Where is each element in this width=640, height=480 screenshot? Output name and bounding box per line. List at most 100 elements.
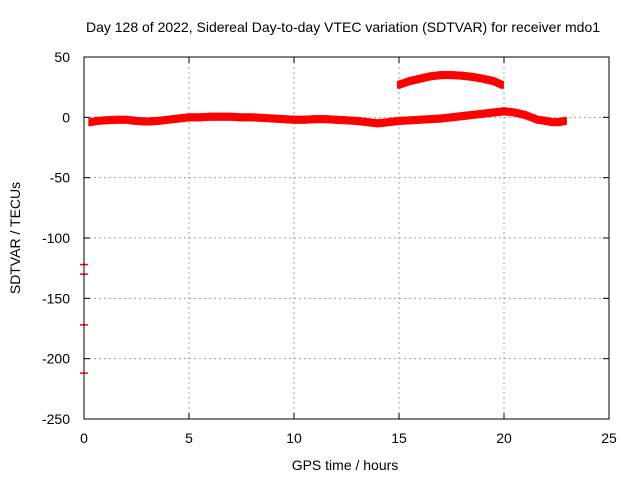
data-point xyxy=(111,115,116,124)
data-point xyxy=(376,119,380,128)
data-point xyxy=(338,115,343,124)
data-point xyxy=(180,114,185,123)
data-point xyxy=(508,108,513,117)
data-point xyxy=(226,112,231,121)
series-upper-arc xyxy=(397,71,504,89)
data-point xyxy=(487,108,492,117)
data-point xyxy=(493,108,498,117)
data-point xyxy=(308,115,313,124)
y-tick-label: 50 xyxy=(54,49,70,65)
data-point xyxy=(472,73,477,82)
data-point xyxy=(283,115,288,124)
data-point xyxy=(497,79,502,88)
data-point xyxy=(436,114,441,123)
data-point xyxy=(432,114,437,123)
data-point xyxy=(298,115,303,124)
data-point xyxy=(161,116,166,125)
data-point xyxy=(310,115,315,124)
data-point xyxy=(201,113,206,122)
data-point xyxy=(397,80,401,89)
data-point xyxy=(474,110,479,119)
data-point xyxy=(466,72,471,81)
data-point xyxy=(483,109,488,118)
data-point xyxy=(529,113,534,122)
data-point xyxy=(237,113,242,122)
data-point xyxy=(418,115,422,124)
data-point xyxy=(514,108,519,117)
data-point xyxy=(415,115,420,124)
data-point xyxy=(506,107,511,116)
data-point xyxy=(369,118,374,127)
x-axis-label: GPS time / hours xyxy=(292,457,399,473)
data-point xyxy=(224,112,229,121)
data-point xyxy=(495,108,500,117)
data-point xyxy=(187,113,191,122)
data-point xyxy=(88,118,93,127)
data-point xyxy=(474,73,479,82)
data-point xyxy=(136,117,141,126)
data-point xyxy=(407,116,412,125)
data-point xyxy=(405,116,410,125)
data-point xyxy=(382,118,387,127)
data-point xyxy=(443,114,448,123)
data-point xyxy=(470,72,475,81)
data-point xyxy=(426,115,431,124)
data-point xyxy=(231,112,236,121)
data-point xyxy=(544,116,548,125)
data-point xyxy=(126,115,131,124)
data-point xyxy=(434,71,439,80)
data-point xyxy=(189,113,194,122)
data-point xyxy=(483,75,488,84)
data-point xyxy=(558,117,563,126)
data-point xyxy=(212,112,217,121)
data-point xyxy=(342,116,347,125)
data-point xyxy=(413,115,418,124)
data-point xyxy=(363,117,368,126)
data-point xyxy=(560,117,565,126)
data-point xyxy=(247,113,252,122)
data-point xyxy=(292,115,296,124)
data-point xyxy=(512,108,517,117)
data-point xyxy=(462,71,467,80)
data-point xyxy=(254,113,259,122)
data-point xyxy=(216,112,221,121)
data-point xyxy=(562,116,567,125)
data-point xyxy=(168,115,173,124)
data-point xyxy=(331,115,336,124)
y-tick-label: -100 xyxy=(42,230,70,246)
data-point xyxy=(197,113,202,122)
data-point xyxy=(344,116,349,125)
data-point xyxy=(170,115,175,124)
data-point xyxy=(357,117,362,126)
data-point xyxy=(487,76,492,85)
data-point xyxy=(556,118,561,127)
data-point xyxy=(275,114,280,123)
y-tick-label: -50 xyxy=(50,170,70,186)
data-point xyxy=(340,116,345,125)
data-point xyxy=(434,114,439,123)
data-point xyxy=(245,113,250,122)
data-point xyxy=(445,113,450,122)
data-point xyxy=(178,114,183,123)
data-point xyxy=(552,118,557,127)
data-point xyxy=(319,115,324,124)
axis-ticks: 0 5 10 15 20 25 -250 -200 -150 -100 -50 0 50 xyxy=(42,49,617,446)
data-point xyxy=(535,115,540,124)
data-point xyxy=(121,115,126,124)
data-point xyxy=(378,119,383,128)
data-point xyxy=(394,117,399,126)
data-point xyxy=(174,114,179,123)
data-point xyxy=(478,109,483,118)
data-point xyxy=(539,116,544,125)
data-point xyxy=(413,75,418,84)
data-point xyxy=(411,76,416,85)
series-late-arc xyxy=(502,107,567,127)
y-tick-label: -250 xyxy=(42,411,70,427)
data-point xyxy=(373,119,378,128)
data-point xyxy=(403,116,408,125)
data-point xyxy=(96,116,101,125)
x-tick-label: 5 xyxy=(185,430,193,446)
data-point xyxy=(252,113,257,122)
data-point xyxy=(281,115,286,124)
